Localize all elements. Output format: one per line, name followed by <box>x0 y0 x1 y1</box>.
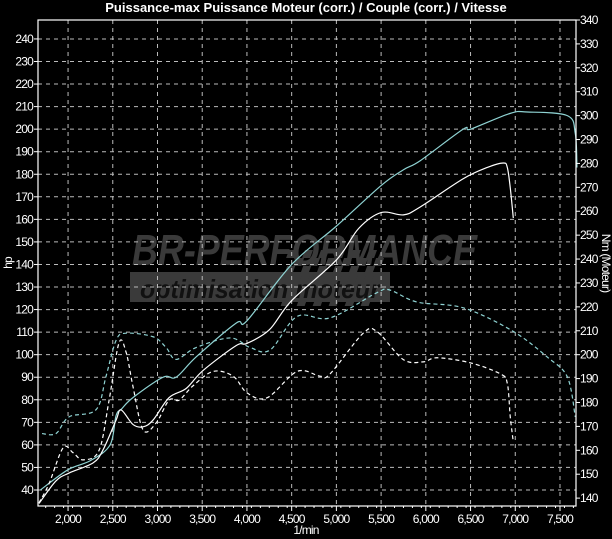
y2-tick-label: 260 <box>580 204 599 218</box>
y-axis-label: hp <box>1 256 15 269</box>
series-line-4-white-dashed <box>38 327 514 504</box>
y-tick-label: 70 <box>21 415 34 429</box>
y2-tick-label: 320 <box>580 61 599 75</box>
y2-tick-label: 310 <box>580 85 599 99</box>
x-tick-label: 4,000 <box>234 512 261 526</box>
flag-square <box>298 282 310 290</box>
x-tick-label: 6,500 <box>458 512 485 526</box>
series-group <box>38 110 578 504</box>
y2-tick-label: 210 <box>580 324 599 338</box>
x-tick-label: 5,500 <box>368 512 395 526</box>
watermark-title: BR-PERFORMANCE <box>132 226 478 275</box>
flag-square <box>348 266 360 274</box>
y2-tick-label: 270 <box>580 180 599 194</box>
flag-square <box>323 274 335 282</box>
y-tick-label: 210 <box>15 100 34 114</box>
y2-tick-label: 140 <box>580 491 599 505</box>
y-tick-label: 80 <box>21 393 34 407</box>
flag-square <box>371 274 383 282</box>
y2-tick-label: 290 <box>580 133 599 147</box>
x-tick-label: 7,500 <box>547 512 574 526</box>
axis-ticks: 2,000 2,500 3,000 3,500 4,000 4,500 5,000 5,500… <box>15 13 599 526</box>
flag-square <box>346 282 358 290</box>
y-tick-label: 140 <box>15 257 34 271</box>
x-tick-label: 6,000 <box>413 512 440 526</box>
flag-square <box>307 274 319 282</box>
flag-square <box>362 282 374 290</box>
y-tick-label: 240 <box>15 32 34 46</box>
flag-square <box>337 290 349 298</box>
y-tick-label: 60 <box>21 438 34 452</box>
series-line-3-cyan-dashed <box>41 288 576 436</box>
y-tick-label: 90 <box>21 370 34 384</box>
flag-square <box>332 266 344 274</box>
y-tick-label: 160 <box>15 212 34 226</box>
flag-square <box>318 250 330 258</box>
flag-square <box>344 298 356 306</box>
y-tick-label: 120 <box>15 303 34 317</box>
y2-axis-label: Nm (Moteur) <box>599 234 612 293</box>
flag-square <box>284 266 296 274</box>
series-line-1-cyan-solid <box>39 110 578 491</box>
flag-square <box>291 274 303 282</box>
watermark-subtitle: optimisation moteur <box>140 274 382 304</box>
flag-square <box>312 298 324 306</box>
flag-square <box>300 266 312 274</box>
y2-tick-label: 200 <box>580 348 599 362</box>
y-tick-label: 110 <box>16 325 34 339</box>
chart-title: Puissance-max Puissance Moteur (corr.) /… <box>105 0 506 15</box>
grid-lines <box>38 20 576 506</box>
y-tick-label: 220 <box>15 77 34 91</box>
y-tick-label: 150 <box>15 235 34 249</box>
flag-square <box>289 290 301 298</box>
y2-tick-label: 300 <box>580 109 599 123</box>
flag-square <box>364 266 376 274</box>
x-tick-label: 3,000 <box>144 512 171 526</box>
x-tick-label: 2,500 <box>100 512 127 526</box>
y-tick-label: 190 <box>15 145 34 159</box>
x-tick-label: 5,000 <box>323 512 350 526</box>
y2-tick-label: 330 <box>580 37 599 51</box>
flag-square <box>366 250 378 258</box>
series-line-2-white-solid <box>38 162 514 504</box>
y2-tick-label: 250 <box>580 228 599 242</box>
x-tick-label: 4,500 <box>279 512 306 526</box>
flag-square <box>339 274 351 282</box>
flag-square <box>314 282 326 290</box>
y2-tick-label: 220 <box>580 300 599 314</box>
flag-square <box>355 274 367 282</box>
y-tick-label: 100 <box>15 348 34 362</box>
x-tick-label: 2,000 <box>55 512 82 526</box>
y-tick-label: 50 <box>21 460 34 474</box>
x-tick-label: 3,500 <box>189 512 216 526</box>
x-tick-label: 7,000 <box>502 512 529 526</box>
flag-square <box>282 282 294 290</box>
flag-square <box>305 290 317 298</box>
y-tick-label: 230 <box>15 54 34 68</box>
y2-tick-label: 240 <box>580 252 599 266</box>
y-tick-label: 170 <box>15 190 34 204</box>
y-tick-label: 130 <box>15 280 34 294</box>
plot-frame <box>37 19 577 507</box>
flag-square <box>353 290 365 298</box>
y2-tick-label: 190 <box>580 372 599 386</box>
y2-tick-label: 340 <box>580 13 599 27</box>
x-axis-label: 1/min <box>293 523 318 537</box>
flag-square <box>350 250 362 258</box>
flag-square <box>321 290 333 298</box>
y2-tick-label: 150 <box>580 467 599 481</box>
y2-tick-label: 230 <box>580 276 599 290</box>
y2-tick-label: 280 <box>580 156 599 170</box>
y2-tick-label: 160 <box>580 443 599 457</box>
y-tick-label: 180 <box>15 167 34 181</box>
y-tick-label: 40 <box>21 483 34 497</box>
y-tick-label: 200 <box>15 122 34 136</box>
y2-tick-label: 180 <box>580 395 599 409</box>
flag-square <box>296 298 308 306</box>
y2-tick-label: 170 <box>580 419 599 433</box>
